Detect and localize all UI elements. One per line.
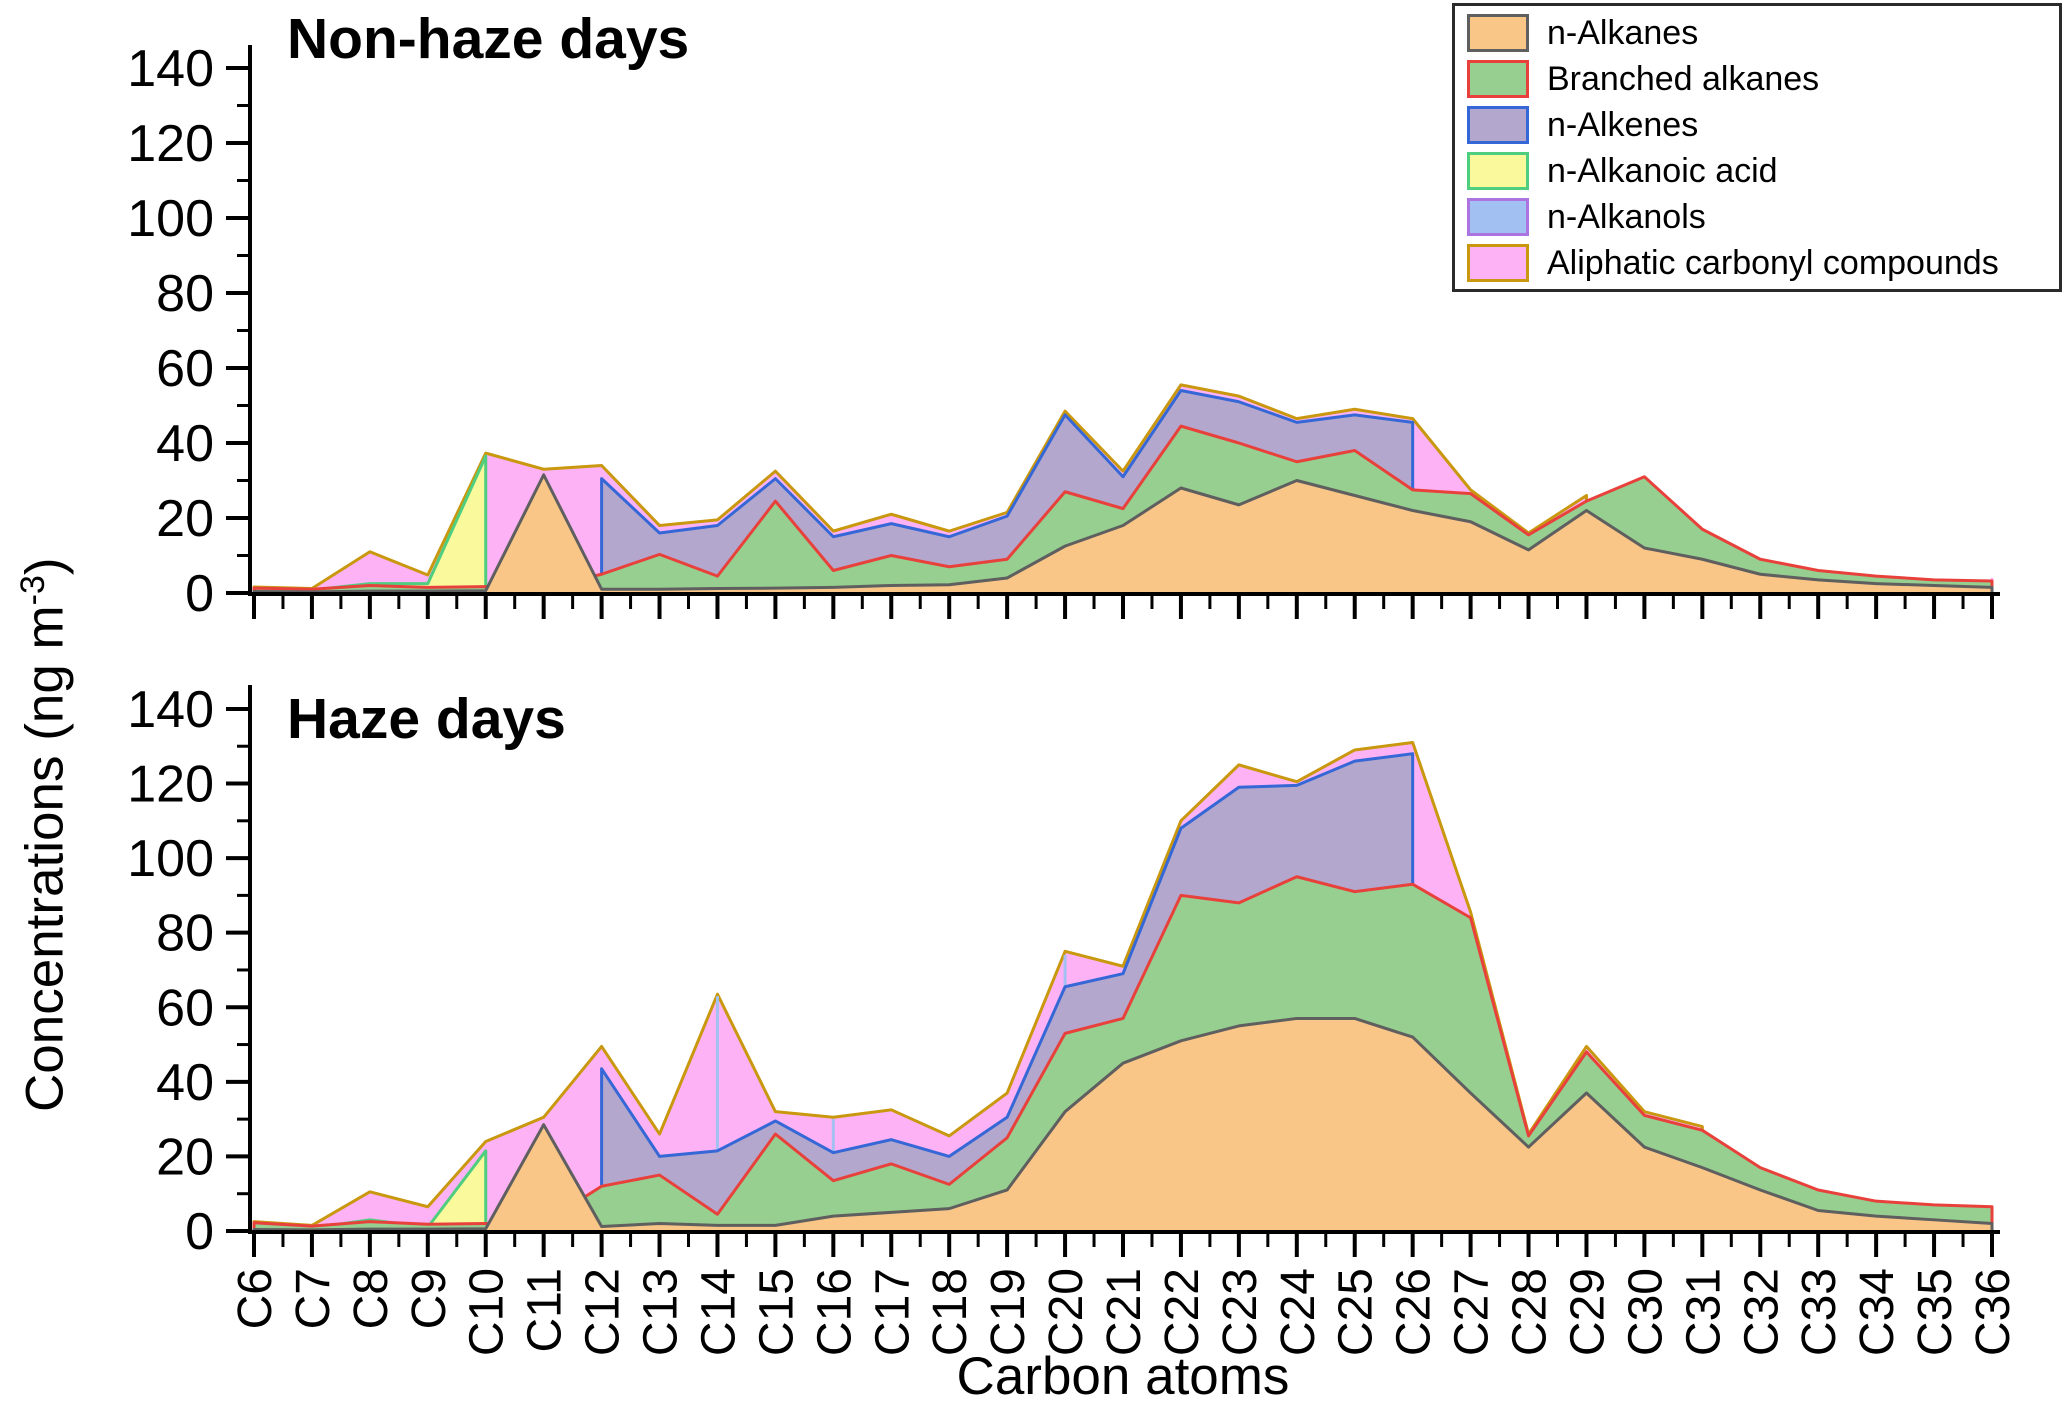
x-tick-label: C24 [1272,1268,1325,1356]
legend-item: n-Alkanols [1455,194,2059,240]
area-border-n-Alkanes [252,473,1994,594]
y-tick-label: 80 [156,905,214,963]
x-tick-label: C14 [692,1268,745,1356]
x-tick-label: C9 [403,1268,456,1329]
area-border-n-Alkenes [600,389,1415,593]
y-tick-label: 0 [185,565,214,623]
x-tick-label: C36 [1967,1268,2020,1356]
x-tick-label: C6 [229,1268,282,1329]
x-axis-title: Carbon atoms [956,1347,1290,1406]
y-tick-label: 20 [156,490,214,548]
legend-item: Aliphatic carbonyl compounds [1455,240,2059,286]
legend-item-label: n-Alkenes [1547,105,1699,144]
legend-swatch-icon [1467,106,1529,144]
legend-item: n-Alkanes [1455,10,2059,56]
legend-swatch-icon [1467,244,1529,282]
y-tick-label: 100 [127,190,214,248]
legend-item: n-Alkanoic acid [1455,148,2059,194]
x-tick-label: C28 [1504,1268,1557,1356]
area-border-n-Alkanes [252,1016,1994,1232]
area-border-n-Alkenes [600,752,1415,1231]
legend-items: n-Alkanes Branched alkanes n-Alkenes n-Alka… [1455,10,2059,286]
y-tick-label: 20 [156,1128,214,1186]
x-tick-label: C7 [287,1268,340,1329]
x-tick-label: C34 [1851,1268,1904,1356]
x-tick-label: C10 [461,1268,514,1356]
bottom-chart-title: Haze days [287,687,566,751]
x-tick-label: C29 [1561,1268,1614,1356]
y-tick-label: 140 [127,681,214,739]
x-tick-label: C27 [1446,1268,1499,1356]
x-tick-label: C21 [1098,1268,1151,1356]
y-axis-title-close: ) [15,557,75,576]
y-tick-label: 60 [156,340,214,398]
x-tick-label: C11 [519,1268,572,1353]
x-tick-label: C26 [1388,1268,1441,1356]
legend-swatch-icon [1467,60,1529,98]
y-tick-label: 120 [127,756,214,814]
legend-swatch-icon [1467,152,1529,190]
y-axis-title-text: Concentrations (ng m [15,605,75,1112]
x-tick-label: C17 [866,1268,919,1356]
y-tick-label: 140 [127,40,214,98]
x-tick-label: C8 [345,1268,398,1329]
x-tick-label: C13 [635,1268,688,1356]
area-border-Aliphatic carbonyl compounds [252,383,1588,593]
legend-item: n-Alkenes [1455,102,2059,148]
x-tick-label: C19 [982,1268,1035,1356]
top-chart-title: Non-haze days [287,7,690,71]
y-axis-title-superscript: -3 [14,575,52,606]
legend-item: Branched alkanes [1455,56,2059,102]
x-tick-label: C33 [1793,1268,1846,1356]
legend-swatch-icon [1467,14,1529,52]
legend-item-label: Aliphatic carbonyl compounds [1547,243,1999,282]
x-tick-label: C16 [808,1268,861,1356]
y-axis-title: Concentrations (ng m-3) [14,557,76,1112]
area-fill-n-Alkanes [254,474,1992,593]
x-tick-label: C22 [1156,1268,1209,1356]
x-tick-label: C18 [924,1268,977,1356]
x-tick-label: C32 [1735,1268,1788,1356]
x-tick-label: C25 [1330,1268,1383,1356]
x-tick-label: C15 [750,1268,803,1356]
legend-item-label: n-Alkanoic acid [1547,151,1778,190]
x-tick-label: C20 [1040,1268,1093,1356]
legend-box: n-Alkanes Branched alkanes n-Alkenes n-Alka… [1452,3,2062,292]
area-fill-n-Alkanoic acid [254,456,486,593]
x-tick-label: C35 [1909,1268,1962,1356]
area-fill-n-Alkanes [254,1018,1992,1231]
y-tick-label: 120 [127,115,214,173]
legend-swatch-icon [1467,198,1529,236]
y-tick-label: 40 [156,1054,214,1112]
x-tick-label: C30 [1619,1268,1672,1356]
legend-item-label: Branched alkanes [1547,59,1820,98]
x-tick-label: C12 [577,1268,630,1356]
y-tick-label: 0 [185,1203,214,1261]
legend-item-label: n-Alkanes [1547,13,1699,52]
y-tick-label: 60 [156,979,214,1037]
x-tick-label: C31 [1677,1268,1730,1356]
legend-item-label: n-Alkanols [1547,197,1706,236]
y-tick-label: 40 [156,415,214,473]
y-tick-label: 100 [127,830,214,888]
y-tick-label: 80 [156,265,214,323]
x-tick-label: C23 [1214,1268,1267,1356]
chart-nonhaze: 0 20 40 60 80 100 120 140 [127,40,2000,623]
